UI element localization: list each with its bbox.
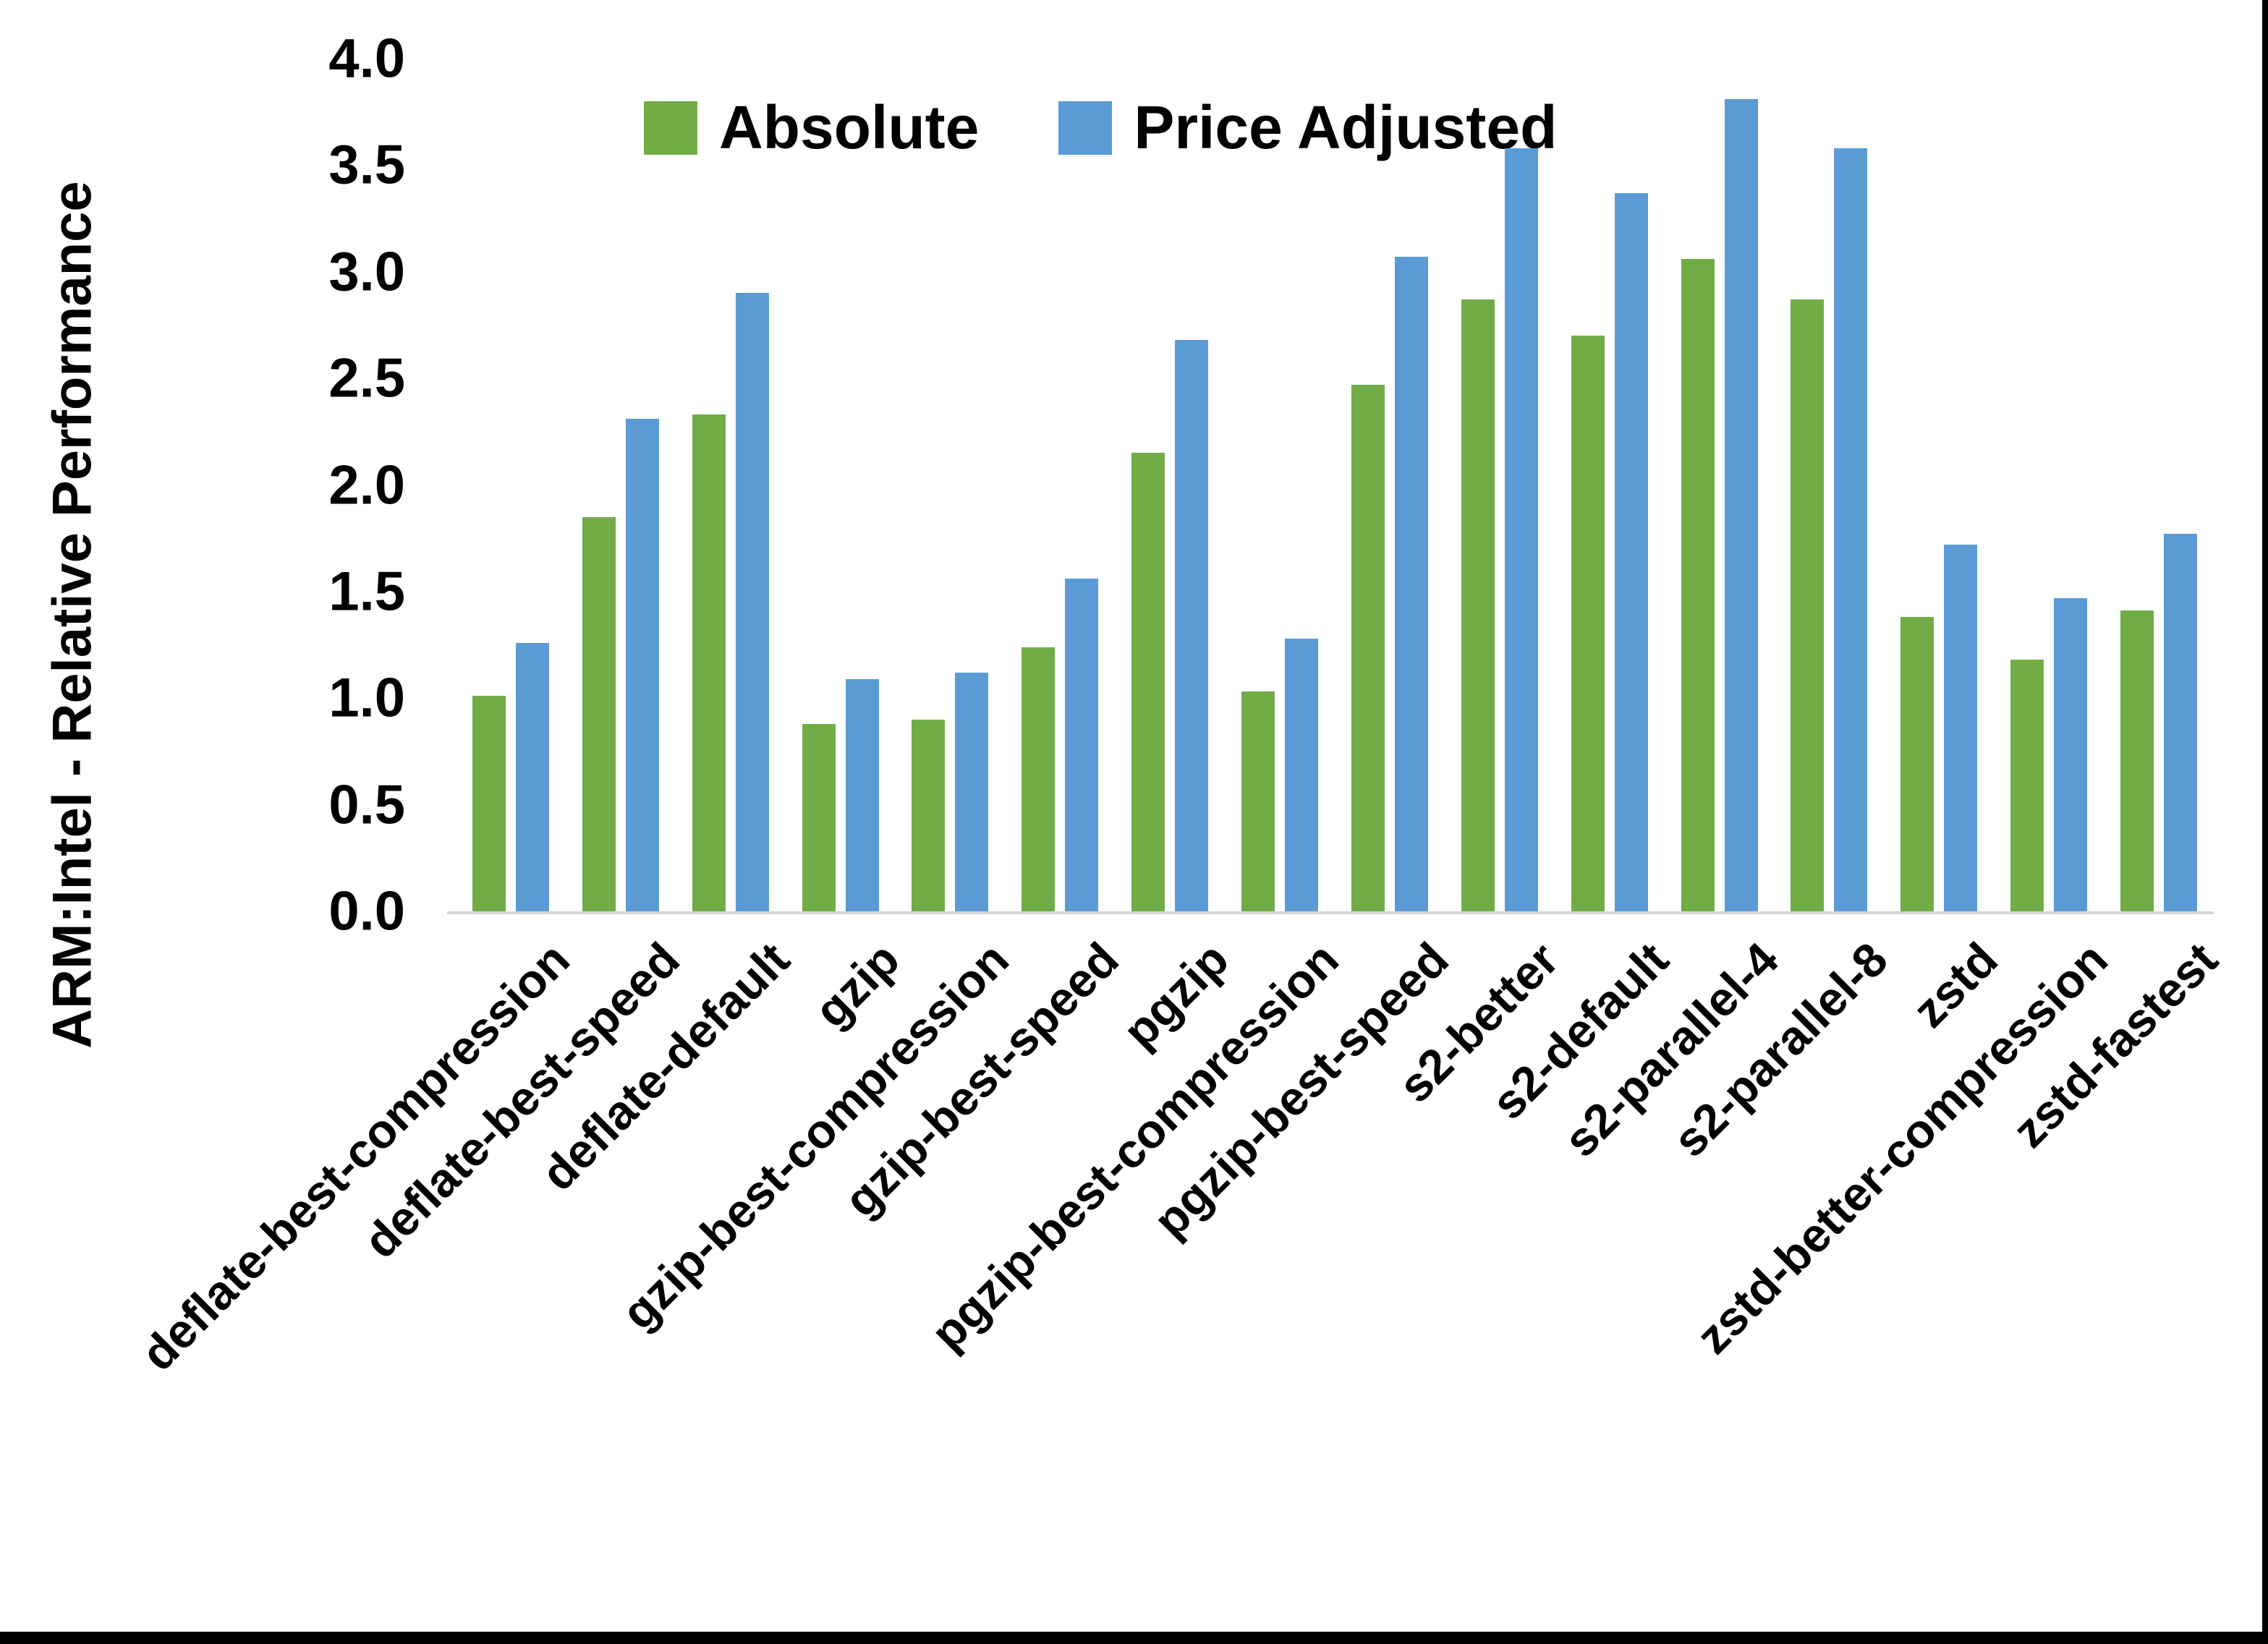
legend-item-absolute: Absolute: [644, 93, 979, 163]
y-tick-label: 2.5: [328, 347, 405, 409]
legend-swatch-price-adjusted-icon: [1058, 101, 1113, 155]
bar-absolute: [1351, 384, 1385, 911]
bar-absolute: [692, 414, 726, 911]
bottom-border: [0, 1632, 2268, 1644]
bar-price-adjusted: [1834, 148, 1868, 911]
bar-price-adjusted: [2164, 534, 2198, 911]
bar-price-adjusted: [845, 678, 879, 911]
bar-absolute: [1131, 453, 1165, 911]
x-axis-line: [447, 911, 2214, 914]
category-label: deflate-best-compression: [130, 932, 579, 1381]
bar-absolute: [802, 723, 836, 911]
bar-price-adjusted: [1944, 545, 1978, 911]
bar-price-adjusted: [1394, 257, 1428, 911]
bar-absolute: [1571, 336, 1605, 911]
bar-absolute: [1461, 299, 1495, 911]
bar-absolute: [1022, 647, 1056, 911]
bar-absolute: [1241, 691, 1275, 911]
bar-price-adjusted: [735, 293, 769, 911]
bar-price-adjusted: [1175, 340, 1209, 911]
y-tick-label: 3.0: [328, 241, 405, 303]
bar-price-adjusted: [1065, 579, 1099, 911]
bar-absolute: [2010, 660, 2044, 911]
y-tick-label: 2.0: [328, 454, 405, 516]
legend-item-price-adjusted: Price Adjusted: [1058, 93, 1557, 163]
legend: Absolute Price Adjusted: [644, 93, 1557, 163]
legend-swatch-absolute-icon: [644, 101, 697, 155]
bar-absolute: [472, 696, 506, 911]
bar-price-adjusted: [1614, 192, 1648, 911]
y-axis-title: ARM:Intel - Relative Performance: [41, 181, 103, 1049]
bar-price-adjusted: [955, 672, 989, 911]
bar-price-adjusted: [1285, 638, 1319, 911]
bar-absolute: [1791, 299, 1825, 911]
bar-price-adjusted: [1504, 148, 1538, 911]
bar-price-adjusted: [1724, 99, 1758, 911]
bar-price-adjusted: [625, 419, 659, 911]
bar-absolute: [1900, 617, 1934, 911]
legend-label-price-adjusted: Price Adjusted: [1134, 93, 1558, 161]
bar-absolute: [2120, 610, 2154, 911]
y-tick-label: 1.0: [328, 667, 405, 729]
bar-absolute: [912, 719, 946, 911]
y-tick-label: 3.5: [328, 134, 405, 196]
bar-price-adjusted: [2054, 597, 2088, 911]
bar-absolute: [1681, 259, 1715, 911]
legend-label-absolute: Absolute: [719, 93, 980, 161]
bar-price-adjusted: [515, 642, 549, 911]
y-tick-label: 4.0: [328, 27, 405, 90]
y-tick-label: 0.5: [328, 774, 405, 836]
bar-absolute: [582, 516, 616, 911]
right-border: [2262, 0, 2268, 1644]
y-tick-label: 1.5: [328, 561, 405, 623]
y-tick-label: 0.0: [328, 880, 405, 942]
